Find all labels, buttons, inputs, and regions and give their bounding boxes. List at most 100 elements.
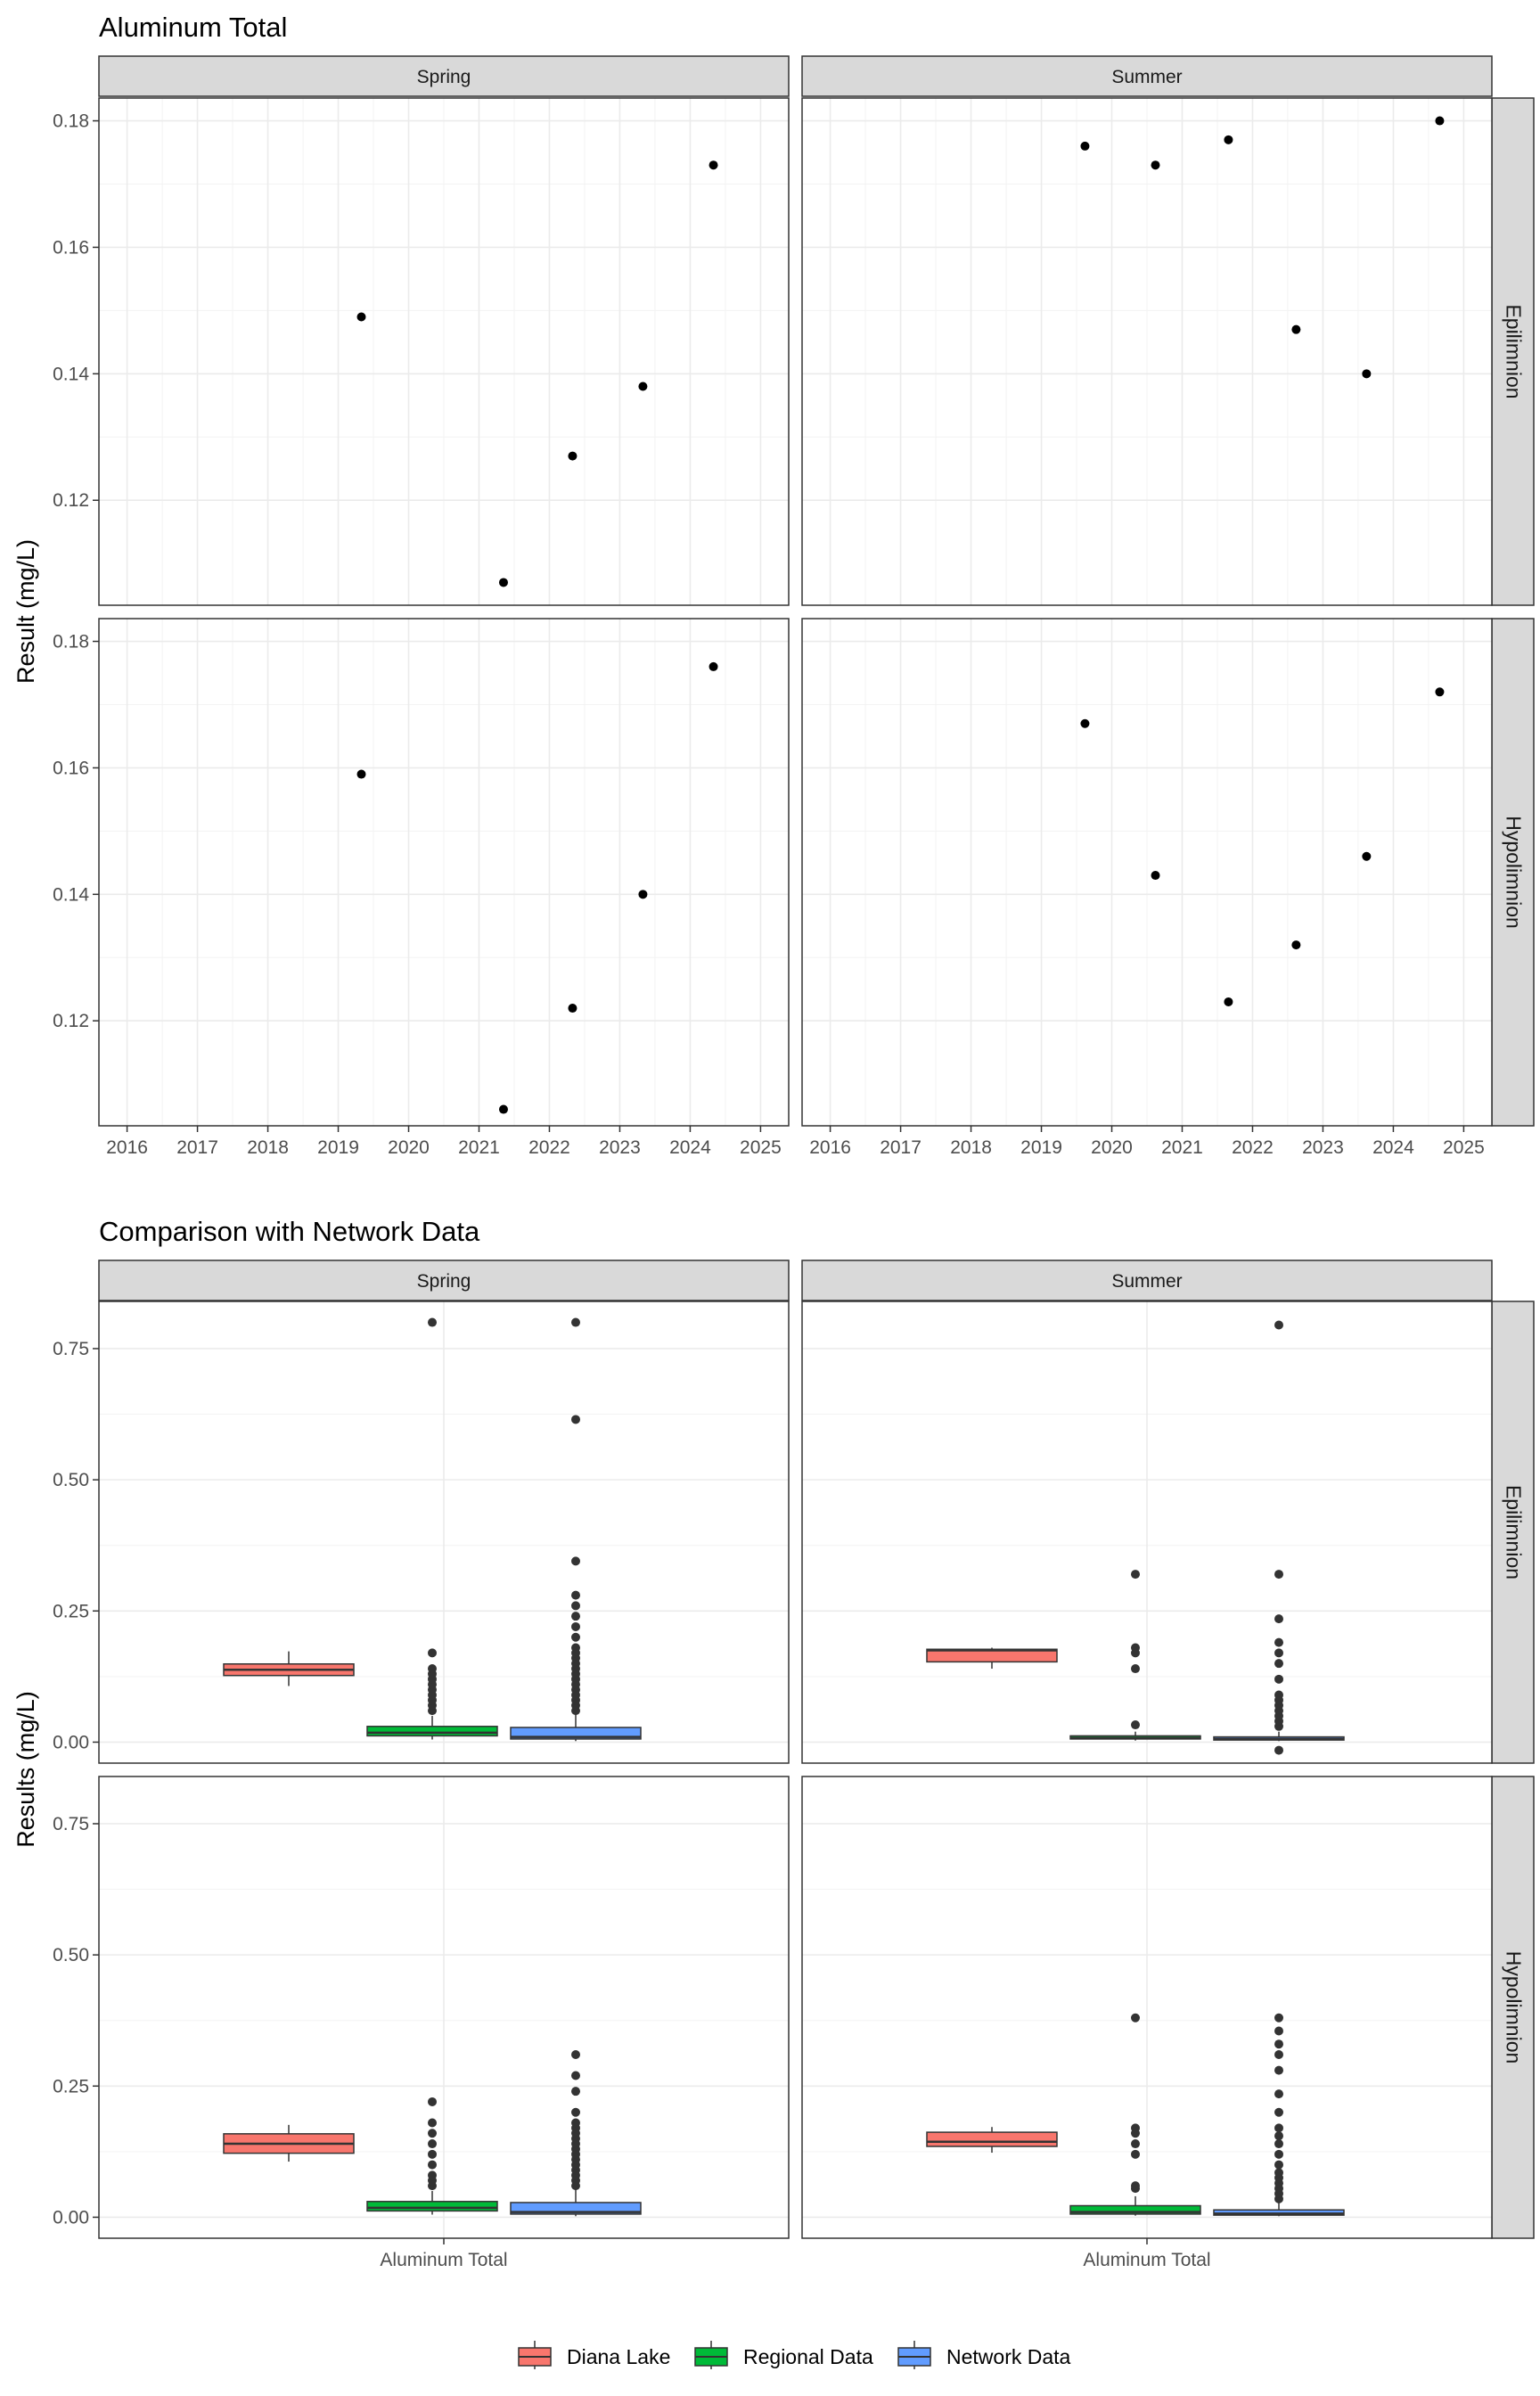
box-network-data-summer-epilimnion-outlier-8 [1274, 1659, 1283, 1669]
box-network-data-summer-epilimnion-outlier-13 [1274, 1320, 1283, 1330]
panel-border [98, 618, 790, 1127]
chart2-panel-spring-hypolimnion [98, 1776, 790, 2239]
box-regional-data-summer-hypolimnion-outlier-6 [1131, 2013, 1140, 2023]
chart1-y-tick-label: 0.12 [53, 1011, 89, 1031]
box-regional-data-summer-hypolimnion [1069, 2204, 1201, 2215]
box-regional-data-spring-hypolimnion-outlier-5 [428, 2139, 437, 2149]
chart1-facet-spring-bg [98, 55, 790, 97]
box-network-data-summer-epilimnion-outlier-12 [1274, 1570, 1283, 1580]
box-network-data-summer-hypolimnion-outlier-12 [1274, 2089, 1283, 2099]
chart2-facet-spring-bg [98, 1260, 790, 1301]
data-point-summer-epilimnion-1 [1151, 160, 1160, 170]
chart2-y-tick-label: 0.00 [53, 2207, 89, 2228]
chart1-x-tick-label: 2018 [950, 1137, 992, 1158]
data-point-spring-epilimnion-2 [568, 451, 578, 461]
chart1-x-tick-label: 2022 [528, 1137, 570, 1158]
legend-key-network-data [897, 2341, 931, 2369]
chart2-title: Comparison with Network Data [99, 1216, 480, 1247]
chart1-panel-spring-hypolimnion [98, 618, 790, 1127]
box-network-data-summer-hypolimnion-outlier-5 [1274, 2168, 1283, 2178]
data-point-spring-epilimnion-1 [498, 578, 508, 587]
chart1-x-tick-label: 2024 [669, 1137, 711, 1158]
box-network-data-summer-hypolimnion-outlier-13 [1274, 2065, 1283, 2075]
box-regional-data-spring-epilimnion-outlier-8 [428, 1664, 437, 1674]
chart1-y-tick-label: 0.12 [53, 490, 89, 511]
box-network-data-spring-epilimnion-outlier-16 [571, 1601, 580, 1611]
box-network-data-spring-epilimnion-outlier-19 [571, 1415, 580, 1424]
box-network-data-spring-hypolimnion-outlier-16 [571, 2049, 580, 2059]
chart2-facet-epilimnion: Epilimnion [1503, 1485, 1526, 1580]
box-network-data-summer-epilimnion-outlier-11 [1274, 1614, 1283, 1624]
data-point-spring-hypolimnion-2 [568, 1004, 578, 1013]
box-network-data-spring-epilimnion-outlier-13 [571, 1632, 580, 1642]
box-regional-data-summer-hypolimnion-outlier-2 [1131, 2149, 1140, 2159]
chart2-y-tick-label: 0.25 [53, 2076, 89, 2096]
data-point-spring-epilimnion-3 [638, 382, 648, 391]
chart1-x-tick-label: 2023 [599, 1137, 641, 1158]
data-point-spring-epilimnion-0 [356, 312, 366, 322]
chart1-panel-summer-epilimnion [801, 97, 1493, 606]
data-point-spring-hypolimnion-4 [709, 661, 718, 671]
chart1-x-tick-label: 2017 [176, 1137, 218, 1158]
chart1-x-tick-label: 2025 [740, 1137, 782, 1158]
chart1-x-tick-label: 2021 [1161, 1137, 1203, 1158]
box-regional-data-summer-hypolimnion-outlier-5 [1131, 2123, 1140, 2133]
box-network-data-spring-hypolimnion-outlier-14 [571, 2087, 580, 2096]
box-regional-data-spring-hypolimnion-outlier-8 [428, 2096, 437, 2106]
box-network-data-summer-hypolimnion-outlier-6 [1274, 2160, 1283, 2170]
panel-border [801, 97, 1493, 606]
chart2-x-tick-label: Aluminum Total [380, 2250, 507, 2270]
chart1-x-tick-label: 2016 [809, 1137, 851, 1158]
data-point-summer-epilimnion-3 [1291, 324, 1301, 334]
data-point-summer-hypolimnion-3 [1291, 940, 1301, 950]
chart1-x-tick-label: 2021 [458, 1137, 500, 1158]
box-network-data-summer-hypolimnion-outlier-10 [1274, 2123, 1283, 2133]
chart1-y-tick-label: 0.18 [53, 632, 89, 652]
chart1-x-tick-label: 2017 [880, 1137, 922, 1158]
box-regional-data-spring-epilimnion [366, 1726, 498, 1737]
box-network-data-summer-hypolimnion-outlier-9 [1274, 2131, 1283, 2141]
box-regional-data-spring-hypolimnion-outlier-2 [428, 2170, 437, 2180]
box-network-data-summer-epilimnion-outlier-6 [1274, 1690, 1283, 1700]
box-diana-lake-summer-hypolimnion [926, 2131, 1058, 2147]
chart1-x-tick-label: 2024 [1372, 1137, 1414, 1158]
legend: Diana Lake Regional Data Network Data [518, 2341, 1071, 2369]
chart1-facet-summer-bg [801, 55, 1493, 97]
box-network-data-summer-hypolimnion-outlier-17 [1274, 2013, 1283, 2023]
legend-label: Network Data [946, 2345, 1071, 2368]
data-point-summer-hypolimnion-2 [1224, 997, 1233, 1006]
box-network-data-spring-epilimnion-outlier-17 [571, 1590, 580, 1600]
chart1-facet-epilimnion-bg [1491, 97, 1535, 606]
chart1-facet-summer: Summer [1111, 67, 1182, 87]
chart1-facet-hypolimnion: Hypolimnion [1503, 816, 1526, 929]
chart1-x-tick-label: 2019 [1020, 1137, 1062, 1158]
chart2-y-tick-label: 0.00 [53, 1732, 89, 1752]
chart1-y-tick-label: 0.14 [53, 364, 89, 384]
box-network-data-summer-hypolimnion-outlier-15 [1274, 2039, 1283, 2049]
chart2-y-tick-label: 0.50 [53, 1470, 89, 1490]
chart2-panel-summer-hypolimnion [801, 1745, 1493, 2239]
chart2-facet-hypolimnion-bg [1491, 1776, 1535, 2239]
legend-label: Regional Data [743, 2345, 873, 2368]
box-network-data-summer-hypolimnion-outlier-7 [1274, 2149, 1283, 2159]
data-point-summer-hypolimnion-4 [1362, 851, 1372, 861]
chart1-x-tick-label: 2025 [1443, 1137, 1485, 1158]
box-network-data-summer-epilimnion-outlier-7 [1274, 1674, 1283, 1684]
chart1-x-tick-label: 2018 [247, 1137, 289, 1158]
box-network-data-spring-epilimnion-outlier-15 [571, 1612, 580, 1621]
data-point-summer-epilimnion-2 [1224, 135, 1233, 144]
chart1-x-tick-label: 2020 [388, 1137, 430, 1158]
data-point-summer-hypolimnion-1 [1151, 871, 1160, 881]
box-network-data-summer-hypolimnion-outlier-14 [1274, 2049, 1283, 2059]
box-network-data-summer-hypolimnion-outlier-16 [1274, 2026, 1283, 2036]
box-regional-data-summer-epilimnion-outlier-1 [1131, 1664, 1140, 1674]
chart2-panel-summer-epilimnion [801, 1301, 1493, 1764]
box-regional-data-spring-hypolimnion-outlier-6 [428, 2129, 437, 2138]
box-regional-data-spring-hypolimnion [366, 2201, 498, 2212]
chart2-y-axis-label: Results (mg/L) [12, 1691, 39, 1848]
data-point-summer-epilimnion-4 [1362, 369, 1372, 379]
chart1-y-tick-label: 0.16 [53, 237, 89, 258]
legend-key-diana-lake [518, 2341, 552, 2369]
chart1-y-tick-label: 0.16 [53, 758, 89, 778]
